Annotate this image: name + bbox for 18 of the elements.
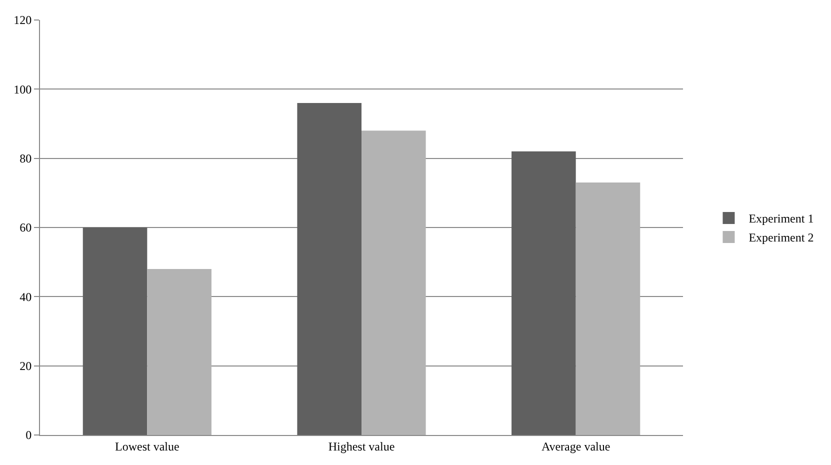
y-tick-label: 100 [14, 82, 32, 96]
y-tick-label: 0 [26, 428, 32, 442]
bar [576, 182, 640, 435]
y-tick-label: 120 [14, 13, 32, 28]
legend-label: Experiment 1 [748, 212, 814, 226]
x-tick-label: Highest value [328, 439, 395, 454]
bar [297, 103, 362, 435]
y-tick-label: 20 [20, 359, 32, 374]
x-tick-label: Average value [541, 439, 610, 454]
y-tick-label: 80 [20, 152, 32, 166]
bar [362, 130, 426, 435]
bar [512, 151, 576, 435]
x-tick-label: Lowest value [115, 439, 180, 454]
bar [147, 269, 212, 435]
y-tick-label: 40 [20, 290, 32, 304]
y-tick-label: 60 [20, 220, 32, 235]
legend-label: Experiment 2 [748, 230, 814, 245]
bar [82, 228, 148, 435]
